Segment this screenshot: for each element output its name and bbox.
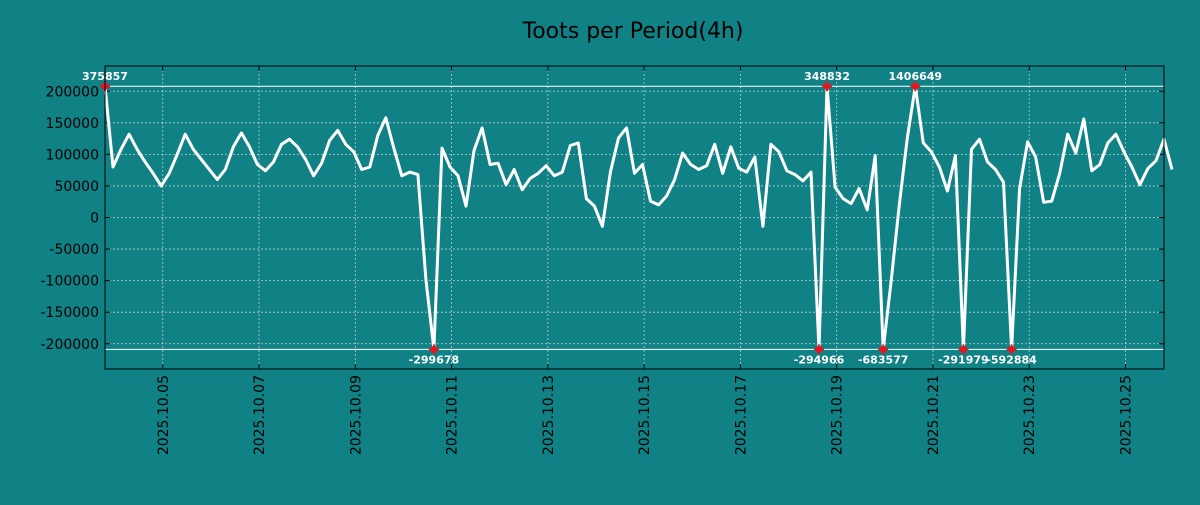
y-tick-label: 150000 <box>46 116 99 132</box>
x-axis: 2025.10.05 2025.10.07 2025.10.09 2025.10.11… <box>156 66 1134 455</box>
x-tick-label: 2025.10.11 <box>445 375 461 455</box>
markers <box>100 81 1017 355</box>
x-tick-label: 2025.10.19 <box>830 375 846 455</box>
x-tick-label: 2025.10.23 <box>1022 375 1038 455</box>
extreme-marker-dot <box>823 82 831 90</box>
plot-frame <box>104 65 1165 370</box>
x-tick-label: 2025.10.21 <box>926 375 942 455</box>
extreme-marker-dot <box>911 82 919 90</box>
extreme-marker-dot <box>430 345 438 353</box>
extreme-label: -291979 <box>938 353 989 366</box>
clip-lines <box>105 85 1164 350</box>
y-tick-label: -100000 <box>41 274 100 290</box>
grid <box>105 66 1164 369</box>
extreme-marker-dot <box>879 345 887 353</box>
extreme-label: -683577 <box>858 353 909 366</box>
y-tick-label: -50000 <box>49 242 99 258</box>
annotations: 375857-299678 -294966348832-6835771406649… <box>82 70 1037 366</box>
series-line <box>103 84 1174 351</box>
x-tick-label: 2025.10.13 <box>541 375 557 455</box>
chart-title: Toots per Period(4h) <box>522 19 744 44</box>
extreme-label: 348832 <box>804 70 850 83</box>
extreme-label: 1406649 <box>889 70 943 83</box>
x-tick-label: 2025.10.15 <box>637 375 653 455</box>
y-tick-label: 50000 <box>54 179 99 195</box>
y-tick-label: -150000 <box>41 305 100 321</box>
series <box>103 84 1174 351</box>
extreme-label: -294966 <box>794 353 845 366</box>
x-tick-label: 2025.10.05 <box>156 375 172 455</box>
y-tick-label: 100000 <box>46 147 99 163</box>
extreme-marker-dot <box>1008 345 1016 353</box>
extreme-label: -592884 <box>986 353 1037 366</box>
extreme-marker-dot <box>959 345 967 353</box>
x-tick-label: 2025.10.17 <box>733 375 749 455</box>
y-tick-label: 200000 <box>46 84 99 100</box>
extreme-label: -299678 <box>409 353 460 366</box>
x-tick-label: 2025.10.25 <box>1118 375 1134 455</box>
x-tick-label: 2025.10.07 <box>252 375 268 455</box>
y-tick-label: -200000 <box>41 337 100 353</box>
y-axis: 200000 150000 100000 50000 0 -50000 -100000 -15… <box>41 84 1164 353</box>
x-tick-label: 2025.10.09 <box>348 375 364 455</box>
y-tick-label: 0 <box>90 211 99 227</box>
extreme-marker-dot <box>815 345 823 353</box>
